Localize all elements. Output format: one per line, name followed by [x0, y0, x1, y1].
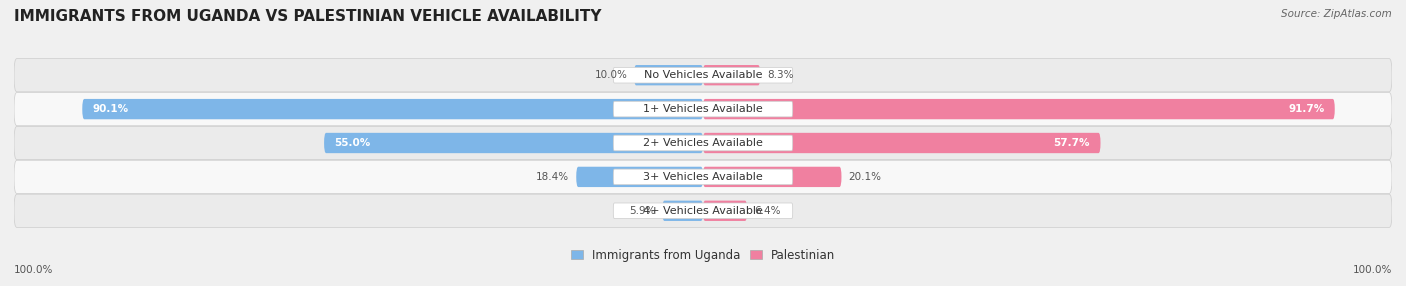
Text: 55.0%: 55.0% — [335, 138, 371, 148]
FancyBboxPatch shape — [14, 59, 1392, 92]
Text: 100.0%: 100.0% — [1353, 265, 1392, 275]
FancyBboxPatch shape — [14, 160, 1392, 194]
FancyBboxPatch shape — [613, 169, 793, 185]
Text: No Vehicles Available: No Vehicles Available — [644, 70, 762, 80]
Text: 20.1%: 20.1% — [848, 172, 882, 182]
Text: 90.1%: 90.1% — [93, 104, 129, 114]
FancyBboxPatch shape — [576, 167, 703, 187]
Text: 3+ Vehicles Available: 3+ Vehicles Available — [643, 172, 763, 182]
FancyBboxPatch shape — [613, 67, 793, 83]
Legend: Immigrants from Uganda, Palestinian: Immigrants from Uganda, Palestinian — [571, 249, 835, 262]
FancyBboxPatch shape — [323, 133, 703, 153]
Text: 10.0%: 10.0% — [595, 70, 627, 80]
Text: 18.4%: 18.4% — [536, 172, 569, 182]
Text: 100.0%: 100.0% — [14, 265, 53, 275]
FancyBboxPatch shape — [703, 133, 1101, 153]
FancyBboxPatch shape — [613, 203, 793, 219]
FancyBboxPatch shape — [662, 200, 703, 221]
Text: 2+ Vehicles Available: 2+ Vehicles Available — [643, 138, 763, 148]
FancyBboxPatch shape — [634, 65, 703, 86]
Text: 4+ Vehicles Available: 4+ Vehicles Available — [643, 206, 763, 216]
FancyBboxPatch shape — [703, 65, 761, 86]
FancyBboxPatch shape — [613, 135, 793, 151]
Text: 5.9%: 5.9% — [628, 206, 655, 216]
FancyBboxPatch shape — [83, 99, 703, 119]
FancyBboxPatch shape — [703, 167, 841, 187]
FancyBboxPatch shape — [703, 200, 747, 221]
FancyBboxPatch shape — [703, 99, 1334, 119]
FancyBboxPatch shape — [14, 126, 1392, 160]
FancyBboxPatch shape — [14, 194, 1392, 227]
FancyBboxPatch shape — [14, 92, 1392, 126]
Text: 1+ Vehicles Available: 1+ Vehicles Available — [643, 104, 763, 114]
Text: 57.7%: 57.7% — [1053, 138, 1090, 148]
FancyBboxPatch shape — [613, 101, 793, 117]
Text: 8.3%: 8.3% — [768, 70, 793, 80]
Text: IMMIGRANTS FROM UGANDA VS PALESTINIAN VEHICLE AVAILABILITY: IMMIGRANTS FROM UGANDA VS PALESTINIAN VE… — [14, 9, 602, 23]
Text: Source: ZipAtlas.com: Source: ZipAtlas.com — [1281, 9, 1392, 19]
Text: 6.4%: 6.4% — [754, 206, 780, 216]
Text: 91.7%: 91.7% — [1288, 104, 1324, 114]
